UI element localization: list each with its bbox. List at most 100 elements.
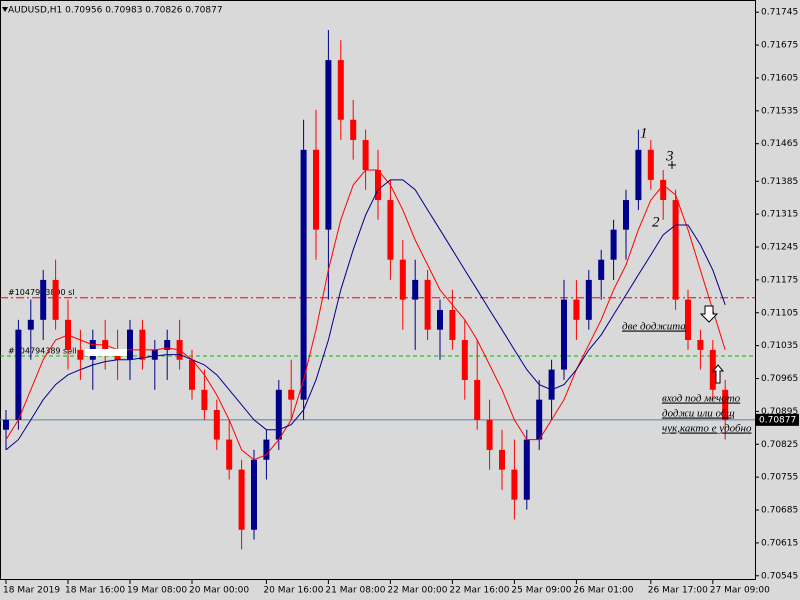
candle-body — [399, 259, 406, 300]
candle-body — [548, 369, 555, 400]
label-cover — [85, 349, 127, 356]
x-tick-label: 22 Mar 16:00 — [449, 586, 509, 596]
candle-body — [238, 469, 245, 530]
candle-body — [647, 149, 654, 180]
cross-marker — [668, 161, 676, 169]
chart-title: AUDUSD,H1 0.70956 0.70983 0.70826 0.7087… — [8, 6, 223, 16]
y-tick-label: 0.71605 — [761, 73, 798, 83]
y-tick-label: 0.71465 — [761, 139, 798, 149]
x-tick-label: 19 Mar 08:00 — [127, 586, 187, 596]
candle-body — [685, 299, 691, 341]
y-tick-label: 0.71315 — [761, 210, 798, 220]
candle-body — [15, 329, 22, 420]
price-box — [756, 413, 799, 426]
candle-body — [709, 349, 716, 390]
candle-body — [52, 279, 59, 320]
annotation: 3 — [665, 148, 674, 164]
y-tick-label: 0.70685 — [761, 506, 798, 516]
y-tick-label: 0.71105 — [761, 308, 798, 318]
candle-body — [623, 200, 629, 230]
candle-body — [437, 309, 443, 330]
candle-body — [362, 139, 369, 171]
candle-body — [561, 299, 567, 370]
x-tick-label: 27 Mar 09:00 — [710, 586, 770, 596]
candle-body — [3, 419, 9, 430]
candle-body — [251, 459, 257, 530]
y-tick-label: 0.71535 — [761, 106, 798, 116]
candle-body — [201, 389, 208, 410]
candle-body — [40, 279, 47, 320]
x-tick-label: 26 Mar 17:00 — [648, 586, 708, 596]
y-tick-label: 0.71675 — [761, 41, 798, 51]
candle-body — [697, 340, 704, 350]
candle-body — [598, 259, 605, 280]
candle-body — [213, 409, 220, 440]
candle-body — [635, 149, 642, 201]
moving-average — [5, 179, 726, 451]
x-tick-label: 18 Mar 16:00 — [65, 586, 125, 596]
arrow-marker — [711, 364, 725, 384]
y-tick-label: 0.70615 — [761, 538, 798, 548]
candle-body — [325, 60, 332, 230]
candle-body — [300, 149, 307, 400]
candle-body — [313, 149, 319, 230]
candle-body — [523, 439, 530, 500]
candle-body — [672, 200, 679, 300]
y-tick-label: 0.71385 — [761, 177, 798, 187]
y-tick-label: 0.70755 — [761, 473, 798, 483]
y-tick-label: 0.70895 — [761, 407, 798, 417]
candle-body — [151, 349, 158, 360]
candle-body — [536, 399, 543, 440]
candle-body — [226, 439, 233, 470]
x-tick-label: 22 Mar 00:00 — [387, 586, 447, 596]
candle-body — [387, 200, 394, 260]
x-tick-label: 26 Mar 01:00 — [573, 586, 633, 596]
candle-body — [139, 329, 146, 360]
plot-frame — [0, 0, 756, 580]
y-tick-label: 0.71245 — [761, 243, 798, 253]
x-tick-label: 20 Mar 00:00 — [189, 586, 249, 596]
annotation: две доджита — [622, 321, 686, 333]
x-tick-label: 25 Mar 09:00 — [511, 586, 571, 596]
annotation: 2 — [652, 214, 660, 230]
candle-body — [449, 309, 456, 341]
candle-body — [337, 60, 344, 120]
candle-body — [486, 419, 493, 450]
candle-body — [263, 439, 270, 460]
y-tick-label: 0.70965 — [761, 374, 798, 384]
candle-body — [722, 389, 729, 420]
arrow-marker — [699, 305, 719, 323]
x-tick-label: 21 Mar 08:00 — [325, 586, 385, 596]
candle-body — [189, 359, 195, 390]
annotation: доджи или общ — [662, 408, 735, 420]
candle-body — [27, 319, 34, 330]
price-label: 0.70877 — [759, 415, 796, 425]
candle-body — [350, 119, 357, 140]
candle-body — [412, 279, 419, 300]
annotation: чук,както е удобно — [662, 423, 752, 435]
order-label: #104794389 sell — [8, 346, 77, 355]
y-tick-label: 0.71175 — [761, 275, 798, 285]
candle-body — [660, 179, 667, 201]
candle-body — [461, 340, 468, 380]
x-tick-label: 18 Mar 2019 — [3, 586, 60, 596]
candle-body — [585, 279, 592, 320]
candle-body — [275, 389, 282, 440]
y-tick-label: 0.70545 — [761, 571, 798, 581]
candle-body — [610, 229, 617, 260]
y-tick-label: 0.71745 — [761, 8, 798, 18]
candle-body — [499, 449, 505, 470]
candle-body — [573, 299, 580, 320]
annotation: 1 — [640, 125, 648, 141]
candle-body — [474, 379, 481, 420]
candle-body — [424, 279, 431, 330]
y-tick-label: 0.71035 — [761, 341, 798, 351]
candle-body — [288, 389, 295, 400]
title-arrow — [2, 7, 8, 12]
y-tick-label: 0.70825 — [761, 440, 798, 450]
candle-body — [127, 329, 133, 360]
x-tick-label: 20 Mar 16:00 — [263, 586, 323, 596]
candle-body — [164, 340, 171, 350]
